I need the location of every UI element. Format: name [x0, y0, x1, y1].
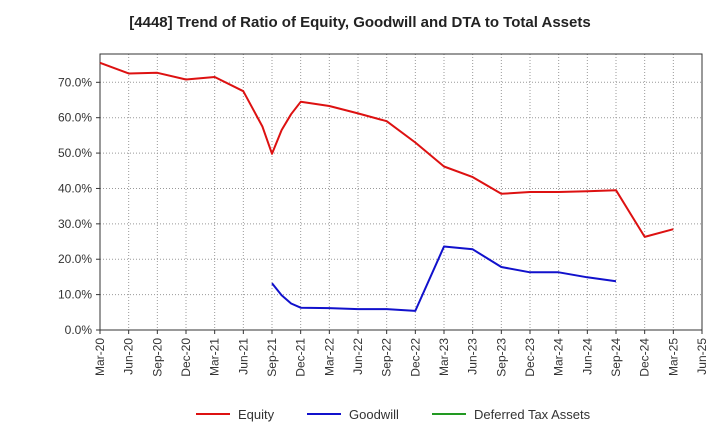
x-tick-label: Sep-24: [609, 338, 623, 377]
legend: Equity Goodwill Deferred Tax Assets: [196, 407, 591, 422]
x-tick-label: Jun-25: [695, 338, 709, 375]
x-tick-label: Sep-22: [380, 338, 394, 377]
x-tick-label: Dec-20: [179, 338, 193, 377]
plot-frame: [99, 53, 703, 331]
legend-label: Equity: [238, 407, 275, 422]
x-tick-label: Dec-22: [408, 338, 422, 377]
x-tick-label: Jun-22: [351, 338, 365, 375]
x-tick-label: Mar-23: [437, 338, 451, 376]
series-line-equity: [99, 61, 674, 238]
x-tick-label: Sep-23: [494, 338, 508, 377]
y-tick-label: 0.0%: [65, 323, 93, 337]
x-tick-label: Jun-23: [466, 338, 480, 375]
x-tick-label: Jun-20: [122, 338, 136, 375]
chart-title: [4448] Trend of Ratio of Equity, Goodwil…: [129, 14, 591, 31]
series-line-goodwill: [271, 245, 617, 312]
y-tick-label: 60.0%: [58, 111, 92, 125]
x-tick-label: Jun-21: [236, 338, 250, 375]
legend-label: Goodwill: [349, 407, 399, 422]
x-tick-label: Mar-22: [322, 338, 336, 376]
x-tick-label: Sep-20: [150, 338, 164, 377]
y-tick-label: 30.0%: [58, 217, 92, 231]
axis-layer: Mar-20 Jun-20 Sep-20 Dec-20 Mar-21 Jun-21 Sep-…: [58, 53, 709, 377]
y-tick-label: 70.0%: [58, 75, 92, 89]
y-tick-label: 20.0%: [58, 252, 92, 266]
x-tick-label: Sep-21: [265, 338, 279, 377]
y-tick-label: 50.0%: [58, 146, 92, 160]
x-tick-label: Mar-25: [666, 338, 680, 376]
x-tick-label: Dec-24: [638, 338, 652, 377]
y-tick-label: 10.0%: [58, 288, 92, 302]
plot-background: [100, 54, 702, 330]
series-layer: [99, 61, 674, 312]
y-tick-label: 40.0%: [58, 181, 92, 195]
x-tick-label: Mar-21: [208, 338, 222, 376]
x-tick-label: Mar-20: [93, 338, 107, 376]
x-tick-label: Dec-23: [523, 338, 537, 377]
legend-label: Deferred Tax Assets: [474, 407, 591, 422]
x-tick-label: Jun-24: [580, 338, 594, 375]
x-tick-label: Mar-24: [552, 338, 566, 376]
x-tick-label: Dec-21: [294, 338, 308, 377]
